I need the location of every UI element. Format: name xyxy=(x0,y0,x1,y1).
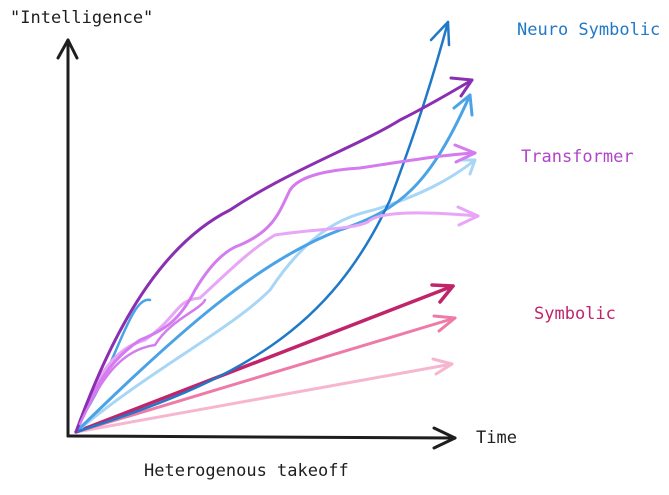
y-axis-arrowhead xyxy=(56,38,79,60)
symbolic-light-curve xyxy=(74,362,454,434)
x-axis-arrowhead xyxy=(432,426,457,450)
symbolic-light-arrowhead xyxy=(431,357,454,376)
neuro-dark-arrowhead xyxy=(429,20,451,47)
neuro-symbolic-label: Neuro Symbolic xyxy=(517,20,661,40)
symbolic-dark-arrowhead xyxy=(430,283,455,304)
transformer-dark-arrowhead xyxy=(449,76,474,98)
symbolic-curves xyxy=(74,283,457,434)
transformer-dark-curve xyxy=(74,78,474,434)
transformer-curves xyxy=(74,76,480,434)
neuro-mid-arrowhead xyxy=(452,93,474,117)
axes xyxy=(56,38,457,450)
neuro-symbolic-curves xyxy=(74,20,477,434)
x-axis-line xyxy=(66,434,457,440)
neuro-light-curve xyxy=(74,158,477,434)
diagram-caption: Heterogenous takeoff xyxy=(144,461,349,481)
transformer-mid-curve xyxy=(74,151,477,434)
transformer-light-curve xyxy=(74,211,480,434)
symbolic-mid-arrowhead xyxy=(432,314,457,333)
transformer-light-arrowhead xyxy=(456,205,480,227)
y-axis-label: "Intelligence" xyxy=(10,8,154,28)
x-axis-label: Time xyxy=(476,428,517,448)
neuro-dark-curve xyxy=(74,20,450,434)
symbolic-dark-curve xyxy=(74,284,455,434)
transformer-wavy-curve xyxy=(78,298,207,426)
neuro-light-arrowhead xyxy=(460,158,477,176)
neuro-mid-curve xyxy=(74,93,472,434)
symbolic-label: Symbolic xyxy=(534,304,616,324)
transformer-label: Transformer xyxy=(521,147,634,167)
transformer-mid-arrowhead xyxy=(453,143,477,164)
symbolic-mid-curve xyxy=(74,316,457,434)
